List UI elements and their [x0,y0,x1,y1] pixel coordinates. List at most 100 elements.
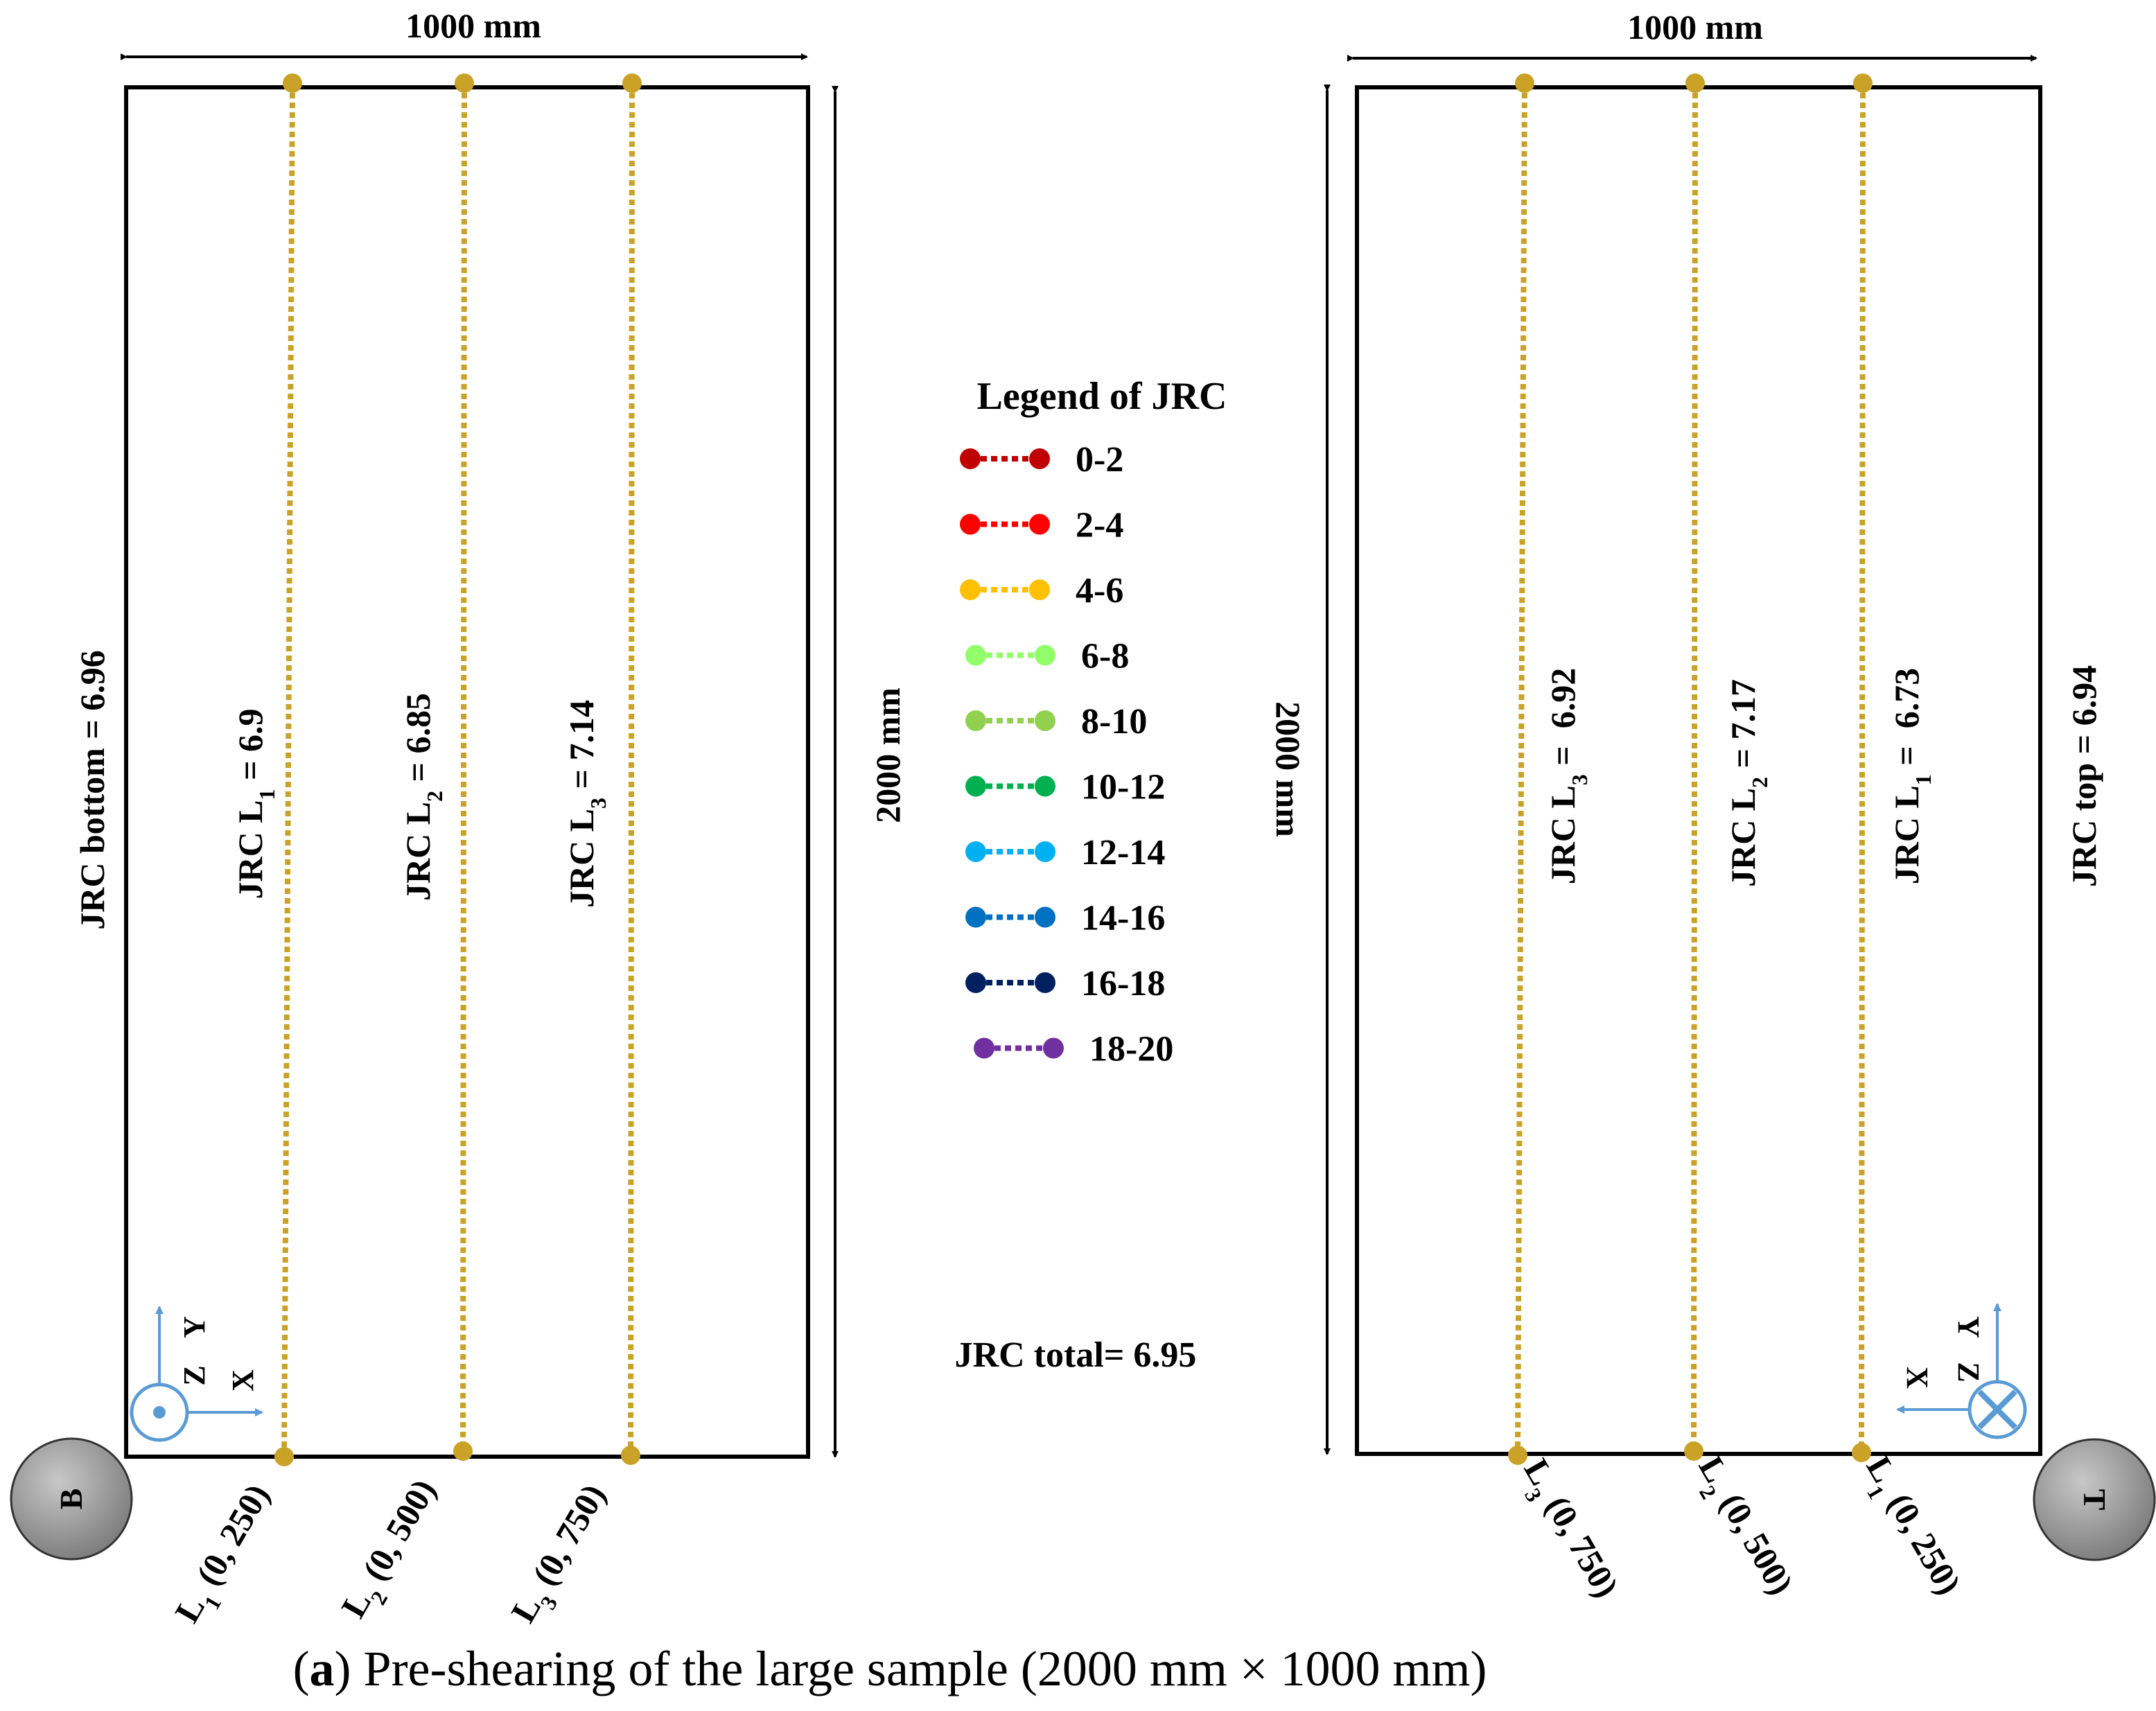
legend-swatch-dot [1035,906,1055,928]
legend-swatch-dot [965,841,986,862]
legend-swatch-dot [1043,1037,1064,1059]
right-line-label-l2: JRC L2 = 7.17 [1724,679,1772,887]
legend-range-label: 6-8 [1081,637,1129,676]
right-line-label-l3: JRC L3 = 6.92 [1543,668,1592,885]
legend-swatch-dot [974,1037,994,1059]
left-panel: 1000 mm 2000 mm JRC bottom = 6.96 JRC L1… [10,6,907,1634]
legend-range-label: 10-12 [1081,768,1165,807]
profile-end-point-l2 [453,1441,473,1461]
right-line-label-l1: JRC L1 = 6.73 [1887,668,1936,885]
bottom-face-badge [10,1437,133,1561]
legend-swatch-dot [1029,514,1050,535]
legend-range-label: 4-6 [1076,571,1123,611]
profile-end-point-l3 [1508,1446,1527,1465]
legend-item: 16-18 [965,964,1165,1003]
left-line-label-l1: JRC L1 = 6.9 [231,708,279,899]
legend-range-label: 18-20 [1089,1030,1173,1069]
bottom-face-badge-letter: B [53,1489,89,1510]
x-axis-label: X [226,1369,260,1392]
legend-item: 14-16 [965,899,1165,938]
legend-range-label: 0-2 [1076,440,1123,480]
z-axis-label: Z [177,1365,211,1385]
profile-start-point-l2 [455,73,474,93]
legend-item: 6-8 [965,637,1129,676]
right-panel: 1000 mm 2000 mm JRC top = 6.94 JRC L3 = … [1269,8,2156,1609]
legend-swatch-dot [965,644,986,666]
left-point-label-l2: L2 (0, 500) [333,1473,452,1629]
profile-start-point-l3 [1515,73,1534,93]
legend-range-label: 8-10 [1081,702,1147,742]
legend-swatch-dot [965,972,986,993]
x-axis-label: X [1900,1367,1934,1389]
top-face-badge [2033,1438,2156,1561]
left-line-label-l2: JRC L2 = 6.85 [398,693,447,901]
legend-range-label: 2-4 [1076,506,1123,545]
left-sample-frame [124,85,810,1459]
left-coordinate-axes-icon: Y Z X [130,1306,263,1442]
right-point-label-l3: L3 (0, 750) [1508,1453,1627,1609]
legend-swatch-dot [960,579,981,600]
profile-end-point-l3 [621,1446,640,1465]
left-line-label-l3: JRC L3 = 7.14 [562,700,611,908]
right-profile-lines [1508,73,1873,1465]
legend-swatch-dot [965,775,986,797]
legend-item: 12-14 [965,833,1165,872]
legend-range-label: 16-18 [1081,964,1165,1003]
legend-swatch-dot [1035,775,1055,797]
legend-swatch-dot [965,906,986,928]
right-sample-frame [1355,85,2042,1456]
legend-swatch-dot [1035,644,1055,666]
right-side-jrc-label: JRC top = 6.94 [2065,665,2103,887]
legend-swatch-dot [1035,710,1055,731]
y-axis-label: Y [1952,1316,1986,1338]
profile-line-l2 [460,82,467,1453]
right-point-label-l1: L1 (0, 250) [1850,1450,1969,1606]
legend-item: 2-4 [960,506,1123,545]
legend-items: 0-2 2-4 4-6 6-8 8-10 10-12 12-14 14-16 16-18 18-2… [960,440,1173,1069]
figure-caption: (a) Pre-shearing of the large sample (20… [293,1641,1487,1696]
legend-swatch-dot [965,710,986,731]
legend-title: Legend of JRC [977,375,1227,418]
profile-end-point-l1 [274,1447,294,1466]
jrc-total-label: JRC total= 6.95 [955,1335,1197,1375]
legend-swatch-dot [1029,579,1050,600]
right-height-label: 2000 mm [1269,701,1308,837]
profile-start-point-l2 [1685,73,1705,93]
right-point-label-l2: L2 (0, 500) [1683,1450,1801,1606]
profile-line-l3 [628,82,635,1456]
profile-line-l1 [1859,82,1866,1452]
left-width-label: 1000 mm [405,6,541,45]
legend-item: 18-20 [974,1030,1173,1069]
left-profile-lines [274,73,642,1466]
legend-swatch-dot [1035,841,1055,862]
profile-start-point-l1 [1853,73,1873,93]
legend-range-label: 12-14 [1081,833,1165,872]
left-point-label-l1: L1 (0, 250) [167,1477,286,1634]
left-height-label: 2000 mm [868,687,907,823]
profile-line-l1 [281,82,295,1457]
legend-item: 0-2 [960,440,1123,480]
legend-swatch-dot [960,514,981,535]
legend-swatch-dot [1035,972,1055,993]
profile-end-point-l2 [1684,1441,1703,1461]
legend-range-label: 14-16 [1081,899,1165,938]
right-coordinate-axes-icon: Y Z X [1896,1303,2027,1439]
right-width-label: 1000 mm [1627,8,1763,46]
legend-swatch-dot [960,448,981,469]
left-point-label-l3: L3 (0, 750) [503,1477,622,1634]
left-side-jrc-label: JRC bottom = 6.96 [73,650,112,929]
y-axis-label: Y [177,1316,211,1338]
legend-swatch-dot [1029,448,1050,469]
profile-start-point-l3 [622,73,642,93]
profile-start-point-l1 [283,73,302,93]
legend-item: 8-10 [965,702,1147,742]
profile-line-l3 [1515,82,1527,1455]
profile-end-point-l1 [1852,1443,1871,1462]
profile-line-l2 [1691,82,1698,1450]
z-axis-label: Z [1952,1362,1986,1382]
legend-item: 10-12 [965,768,1165,807]
top-face-badge-letter: T [2077,1489,2112,1511]
legend: Legend of JRC 0-2 2-4 4-6 6-8 8-10 10-12 12-14… [960,375,1227,1069]
z-out-dot-icon [153,1406,166,1419]
